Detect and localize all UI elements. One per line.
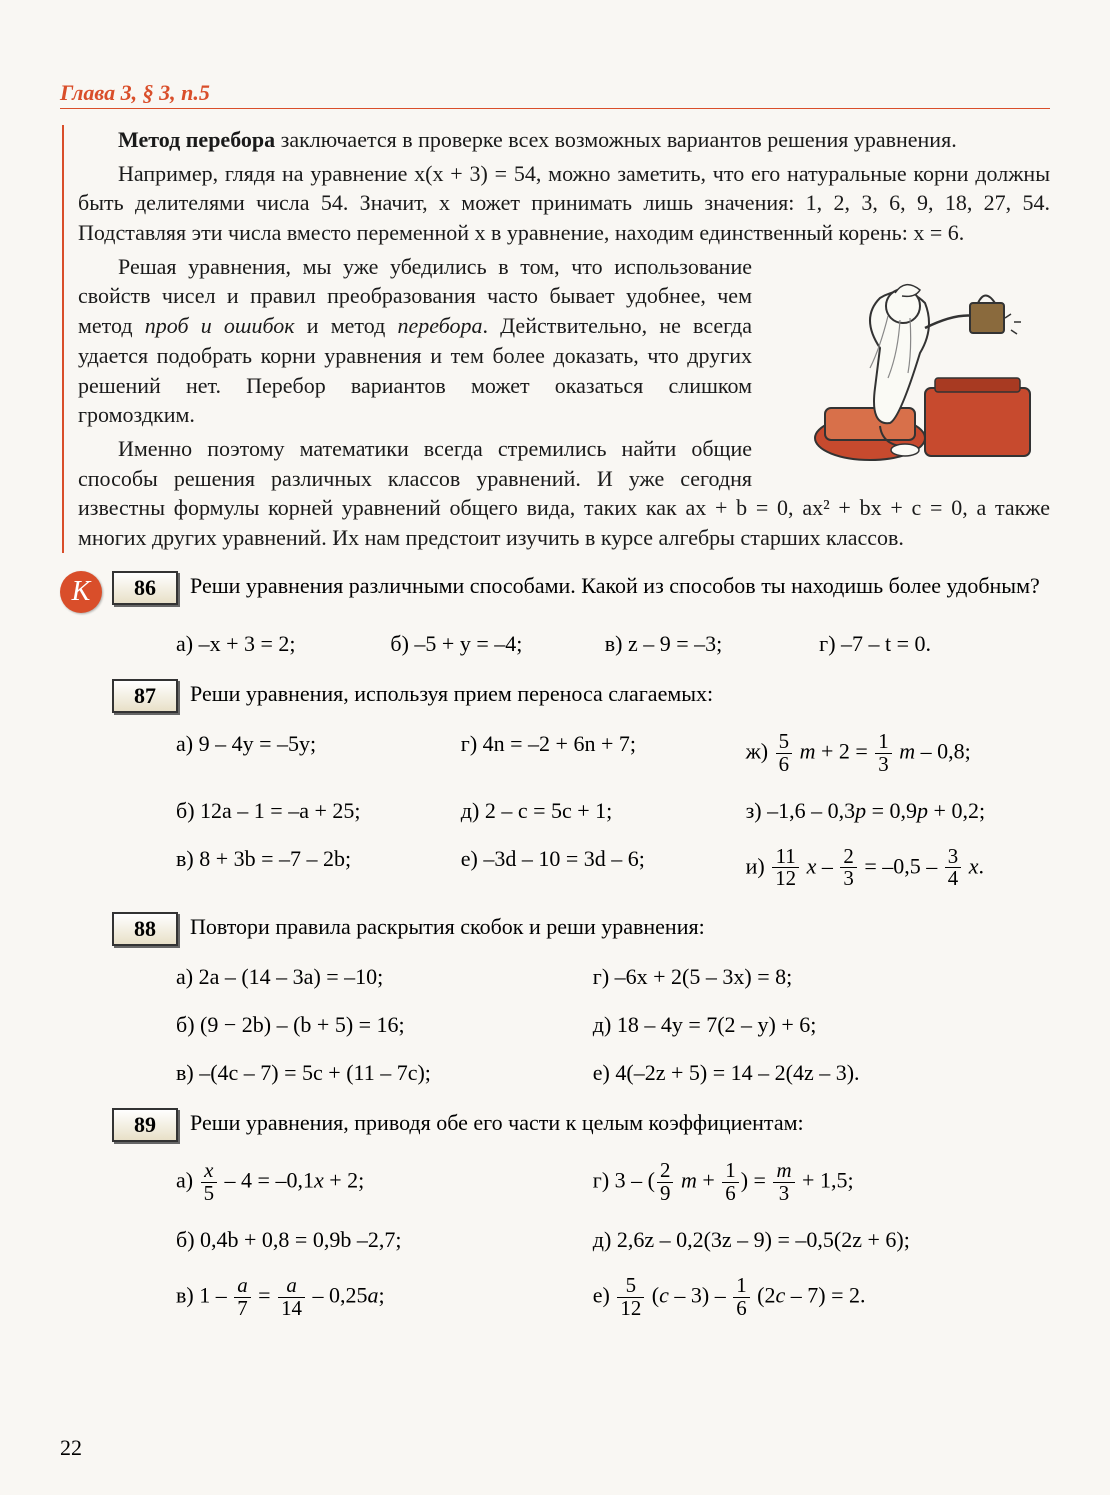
exercise-text: Повтори правила раскрытия скобок и реши … bbox=[190, 912, 1050, 942]
exercise-89: 89 Реши уравнения, приводя обе его части… bbox=[60, 1108, 1050, 1142]
exercise-number: 89 bbox=[112, 1108, 178, 1142]
equation-row-87-2: б) 12a – 1 = –a + 25; д) 2 – c = 5c + 1;… bbox=[170, 794, 1050, 828]
eq-87-a: а) 9 – 4y = –5y; bbox=[170, 727, 455, 780]
eq-88-g: г) –6x + 2(5 – 3x) = 8; bbox=[587, 960, 1004, 994]
exercise-text: Реши уравнения, используя прием переноса… bbox=[190, 679, 1050, 709]
eq-88-v: в) –(4c – 7) = 5c + (11 – 7c); bbox=[170, 1056, 587, 1090]
eq-89-b: б) 0,4b + 0,8 = 0,9b –2,7; bbox=[170, 1223, 587, 1257]
paragraph-2: Например, глядя на уравнение x(x + 3) = … bbox=[78, 159, 1050, 248]
eq-86-g: г) –7 – t = 0. bbox=[813, 627, 1027, 661]
exercise-87: 87 Реши уравнения, используя прием перен… bbox=[60, 679, 1050, 713]
eq-87-i: и) 1112 x – 23 = –0,5 – 34 x. bbox=[740, 842, 1025, 895]
illustration bbox=[770, 258, 1050, 468]
equation-row-88-3: в) –(4c – 7) = 5c + (11 – 7c); е) 4(–2z … bbox=[170, 1056, 1050, 1090]
eq-89-v: в) 1 – a7 = a14 – 0,25a; bbox=[170, 1271, 587, 1324]
body-text: Метод перебора заключается в проверке вс… bbox=[78, 125, 1050, 553]
exercise-text: Реши уравнения, приводя обе его части к … bbox=[190, 1108, 1050, 1138]
equation-row-89-1: а) x5 – 4 = –0,1x + 2; г) 3 – (29 m + 16… bbox=[170, 1156, 1050, 1209]
eq-87-e: е) –3d – 10 = 3d – 6; bbox=[455, 842, 740, 895]
eq-87-b: б) 12a – 1 = –a + 25; bbox=[170, 794, 455, 828]
chapter-header: Глава 3, § 3, п.5 bbox=[60, 80, 1050, 109]
exercise-86: K 86 Реши уравнения различными способами… bbox=[60, 571, 1050, 613]
page-number: 22 bbox=[60, 1435, 82, 1461]
eq-88-d: д) 18 – 4y = 7(2 – y) + 6; bbox=[587, 1008, 1004, 1042]
equation-row-88-2: б) (9 − 2b) – (b + 5) = 16; д) 18 – 4y =… bbox=[170, 1008, 1050, 1042]
eq-86-a: а) –x + 3 = 2; bbox=[170, 627, 384, 661]
page: Глава 3, § 3, п.5 Метод перебора заключа… bbox=[0, 0, 1110, 1495]
eq-87-d: д) 2 – c = 5c + 1; bbox=[455, 794, 740, 828]
equation-row-87-1: а) 9 – 4y = –5y; г) 4n = –2 + 6n + 7; ж)… bbox=[170, 727, 1050, 780]
exercise-number: 88 bbox=[112, 912, 178, 946]
eq-87-v: в) 8 + 3b = –7 – 2b; bbox=[170, 842, 455, 895]
equation-row-88-1: а) 2a – (14 – 3a) = –10; г) –6x + 2(5 – … bbox=[170, 960, 1050, 994]
eq-89-d: д) 2,6z – 0,2(3z – 9) = –0,5(2z + 6); bbox=[587, 1223, 1004, 1257]
eq-89-g: г) 3 – (29 m + 16) = m3 + 1,5; bbox=[587, 1156, 1004, 1209]
equation-row-89-2: б) 0,4b + 0,8 = 0,9b –2,7; д) 2,6z – 0,2… bbox=[170, 1223, 1050, 1257]
eq-86-b: б) –5 + y = –4; bbox=[384, 627, 598, 661]
eq-87-zh: ж) 56 m + 2 = 13 m – 0,8; bbox=[740, 727, 1025, 780]
eq-89-e: е) 512 (c – 3) – 16 (2c – 7) = 2. bbox=[587, 1271, 1004, 1324]
paragraph-1: Метод перебора заключается в проверке вс… bbox=[78, 125, 1050, 155]
eq-87-g: г) 4n = –2 + 6n + 7; bbox=[455, 727, 740, 780]
eq-88-b: б) (9 − 2b) – (b + 5) = 16; bbox=[170, 1008, 587, 1042]
eq-88-a: а) 2a – (14 – 3a) = –10; bbox=[170, 960, 587, 994]
exercise-number: 86 bbox=[112, 571, 178, 605]
eq-88-e: е) 4(–2z + 5) = 14 – 2(4z – 3). bbox=[587, 1056, 1004, 1090]
exercise-text: Реши уравнения различными способами. Как… bbox=[190, 571, 1050, 601]
bold-term: Метод перебора bbox=[118, 127, 275, 152]
eq-86-v: в) z – 9 = –3; bbox=[599, 627, 813, 661]
equation-row-87-3: в) 8 + 3b = –7 – 2b; е) –3d – 10 = 3d – … bbox=[170, 842, 1050, 895]
equation-row-86: а) –x + 3 = 2; б) –5 + y = –4; в) z – 9 … bbox=[170, 627, 1050, 661]
equation-row-89-3: в) 1 – a7 = a14 – 0,25a; е) 512 (c – 3) … bbox=[170, 1271, 1050, 1324]
eq-89-a: а) x5 – 4 = –0,1x + 2; bbox=[170, 1156, 587, 1209]
exercise-number: 87 bbox=[112, 679, 178, 713]
eq-87-z: з) –1,6 – 0,3p = 0,9p + 0,2; bbox=[740, 794, 1025, 828]
theory-block: Метод перебора заключается в проверке вс… bbox=[62, 125, 1050, 553]
k-icon: K bbox=[60, 571, 102, 613]
exercise-88: 88 Повтори правила раскрытия скобок и ре… bbox=[60, 912, 1050, 946]
